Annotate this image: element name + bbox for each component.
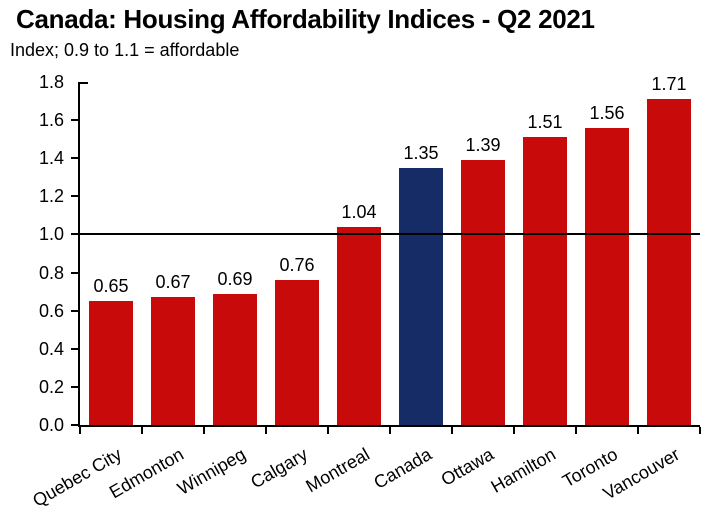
y-axis-tick — [71, 385, 78, 388]
x-axis-tick — [79, 427, 81, 434]
y-axis-tick-label: 0.2 — [38, 376, 64, 397]
bar-hamilton — [523, 137, 567, 425]
bar-calgary — [275, 280, 319, 425]
x-axis-tick — [265, 427, 267, 434]
y-axis-tick — [71, 119, 78, 122]
y-axis-line — [78, 82, 80, 427]
y-axis-tick — [71, 195, 78, 198]
bar-toronto — [585, 127, 629, 425]
x-axis-tick — [451, 427, 453, 434]
bar-value-label: 1.39 — [465, 135, 501, 156]
y-axis-tick — [71, 424, 78, 426]
x-axis-tick — [203, 427, 205, 434]
y-axis-tick-label: 1.0 — [38, 224, 64, 245]
bar-winnipeg — [213, 293, 257, 425]
x-axis-line — [78, 425, 700, 427]
reference-line — [80, 233, 700, 235]
y-axis-tick-label: 0.6 — [38, 300, 64, 321]
bar-value-label: 1.51 — [527, 112, 563, 133]
x-axis-tick — [141, 427, 143, 434]
y-axis-tick — [71, 271, 78, 274]
y-axis-tick — [71, 347, 78, 350]
x-axis-tick — [327, 427, 329, 434]
x-axis-tick — [389, 427, 391, 434]
bar-value-label: 1.04 — [341, 201, 377, 222]
bar-value-label: 1.35 — [403, 142, 439, 163]
bar-ottawa — [461, 160, 505, 425]
bar-montreal — [337, 226, 381, 425]
y-axis-tick-label: 0.8 — [38, 262, 64, 283]
chart-subtitle: Index; 0.9 to 1.1 = affordable — [10, 40, 240, 60]
y-axis-tick — [71, 233, 78, 236]
y-axis-tick-label: 1.6 — [38, 110, 64, 131]
bar-value-label: 1.56 — [589, 102, 625, 123]
y-axis-tick-label: 0.4 — [38, 338, 64, 359]
y-axis-top-tick — [80, 82, 88, 84]
bar-value-label: 0.76 — [279, 255, 315, 276]
y-axis-tick-label: 1.8 — [38, 72, 64, 92]
x-axis-tick — [575, 427, 577, 434]
chart-title: Canada: Housing Affordability Indices - … — [16, 4, 595, 34]
x-axis-tick — [637, 427, 639, 434]
y-axis-tick-label: 0.0 — [38, 415, 64, 435]
bar-value-label: 0.67 — [155, 272, 191, 293]
bar-edmonton — [151, 297, 195, 425]
x-axis-tick — [513, 427, 515, 434]
y-axis-tick — [71, 157, 78, 160]
bar-quebec-city — [89, 301, 133, 425]
bar-value-label: 1.71 — [651, 74, 687, 95]
x-axis-tick — [699, 427, 701, 434]
bar-value-label: 0.65 — [93, 276, 129, 297]
bar-canada — [399, 167, 443, 425]
bar-value-label: 0.69 — [217, 268, 253, 289]
y-axis-tick-label: 1.2 — [38, 186, 64, 207]
bar-vancouver — [647, 99, 691, 425]
y-axis-tick — [71, 309, 78, 312]
y-axis-tick-label: 1.4 — [38, 148, 64, 169]
